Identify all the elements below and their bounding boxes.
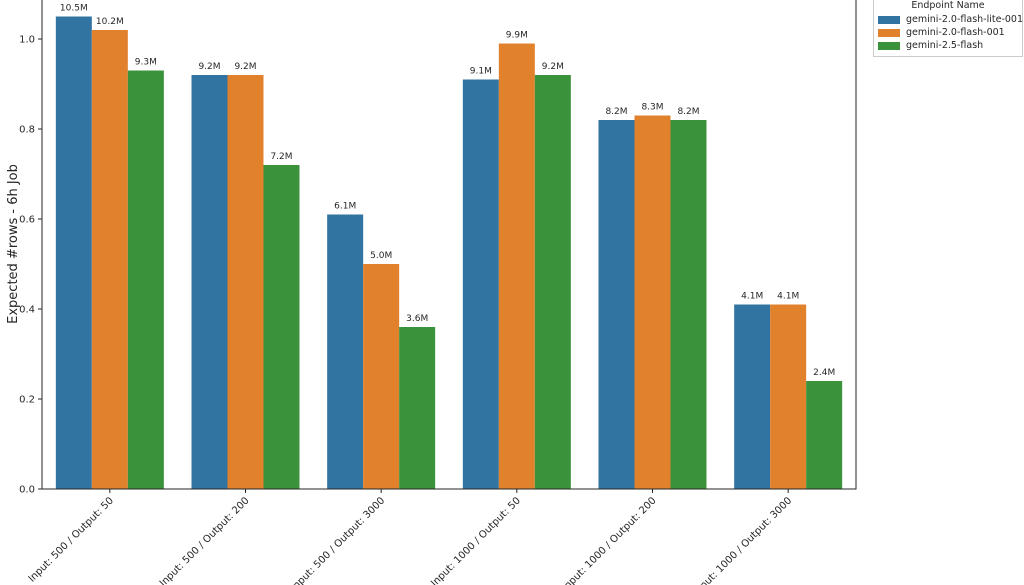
bar [770,304,807,489]
y-tick-label: 0.8 [19,125,35,136]
bar-value-label: 2.4M [813,368,835,378]
bar-value-label: 9.2M [542,62,564,72]
y-tick-label: 1.0 [19,35,35,46]
legend-item: gemini-2.0-flash-001 [878,26,1018,39]
bar [363,264,400,489]
legend-item: gemini-2.5-flash [878,39,1018,52]
bar-value-label: 9.1M [470,67,492,77]
bar-value-label: 7.2M [270,152,292,162]
bar [462,79,499,489]
bar [498,43,535,489]
bar-value-label: 9.9M [506,31,528,41]
legend-swatch [878,41,900,50]
bar-value-label: 6.1M [334,202,356,212]
bar [534,75,571,489]
y-tick-label: 0.2 [19,395,35,406]
bar-value-label: 5.0M [370,251,392,261]
bar-value-label: 4.1M [741,292,763,302]
y-tick-label: 0.6 [19,215,35,226]
bar [91,30,128,489]
bar-value-label: 9.3M [135,58,157,68]
x-tick-label: Input: 500 / Output: 50 [27,495,116,584]
y-tick-label: 0.0 [19,485,35,496]
legend-label: gemini-2.0-flash-lite-001 [906,14,1024,25]
bar [127,70,164,489]
x-axis-ticks: Input: 500 / Output: 50 Input: 500 / Outp… [27,489,795,585]
x-tick-label: Input: 1000 / Output: 50 [429,495,523,585]
x-tick-label: Input: 1000 / Output: 200 [560,495,658,585]
plot-frame [41,0,857,490]
bar [227,75,264,489]
bar [806,381,843,489]
bar [670,120,707,489]
y-tick-label: 0.4 [19,305,35,316]
x-tick-label: Input: 1000 / Output: 3000 [692,495,795,585]
legend-swatch [878,15,900,24]
bar [598,120,635,489]
bar-value-label: 3.6M [406,314,428,324]
bar [399,327,436,489]
bar-value-label: 8.2M [605,107,627,117]
legend-title: Endpoint Name [911,0,985,11]
bar-value-label: 10.5M [60,4,88,14]
bars [55,16,843,489]
bar-value-label: 9.2M [234,62,256,72]
x-tick-label: Input: 500 / Output: 3000 [289,495,387,585]
legend: Endpoint Name gemini-2.0-flash-lite-001 g… [873,0,1023,57]
bar [634,115,671,489]
bar [734,304,771,489]
bar-value-label: 8.2M [677,107,699,117]
bar [191,75,228,489]
bar-value-label: 8.3M [641,103,663,113]
x-tick-label: Input: 500 / Output: 200 [158,495,252,585]
legend-label: gemini-2.5-flash [906,40,984,51]
y-axis-label: Expected #rows - 6h Job [6,164,21,324]
bar-value-label: 9.2M [198,62,220,72]
bar [327,214,364,489]
bar-value-labels: 10.5M 10.2M 9.3M 9.2M 9.2M 7.2M 6.1M 5.0M 3.6M 9.… [60,4,835,379]
y-axis-ticks: 0.0 0.2 0.4 0.6 0.8 1.0 [19,35,42,496]
legend-items: gemini-2.0-flash-lite-001 gemini-2.0-flas… [878,13,1023,52]
bar-value-label: 10.2M [96,17,124,27]
bar [55,16,92,489]
legend-label: gemini-2.0-flash-001 [906,27,1005,38]
bar-value-label: 4.1M [777,292,799,302]
legend-item: gemini-2.0-flash-lite-001 [878,13,1023,26]
legend-swatch [878,28,900,37]
bar [263,165,300,489]
